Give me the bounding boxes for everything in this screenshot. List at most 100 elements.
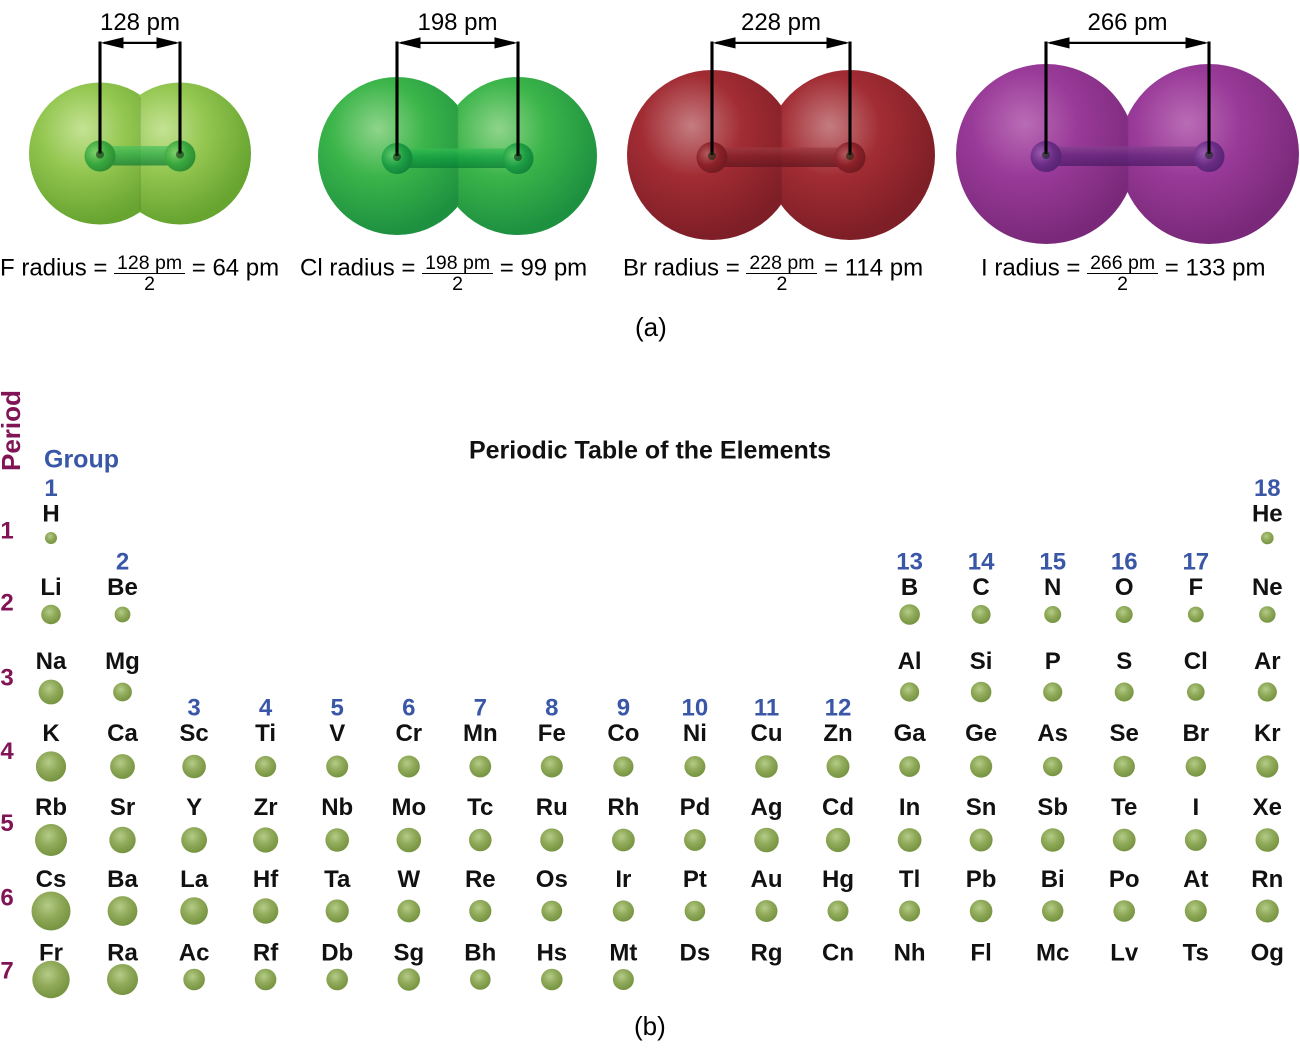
svg-text:In: In [899, 794, 920, 821]
svg-text:Nh: Nh [894, 940, 926, 967]
svg-text:266 pm: 266 pm [1087, 9, 1167, 36]
svg-text:Pt: Pt [683, 866, 707, 893]
svg-text:P: P [1045, 648, 1061, 675]
svg-text:Cn: Cn [822, 940, 854, 967]
svg-text:Cr: Cr [395, 720, 422, 747]
svg-text:Co: Co [607, 720, 639, 747]
svg-text:Og: Og [1251, 940, 1284, 967]
svg-text:Fe: Fe [538, 720, 566, 747]
svg-text:8: 8 [545, 695, 558, 722]
svg-text:N: N [1044, 574, 1061, 601]
svg-text:Cl: Cl [1184, 648, 1208, 675]
svg-text:4: 4 [259, 695, 273, 722]
svg-text:K: K [42, 720, 60, 747]
svg-text:13: 13 [896, 549, 923, 576]
svg-text:Au: Au [751, 866, 783, 893]
svg-text:Hg: Hg [822, 866, 854, 893]
svg-text:Rf: Rf [253, 940, 279, 967]
svg-text:Ba: Ba [107, 866, 138, 893]
svg-text:Ac: Ac [179, 940, 210, 967]
svg-text:128 pm: 128 pm [100, 9, 180, 36]
svg-text:H: H [42, 501, 59, 528]
svg-text:Sn: Sn [966, 794, 997, 821]
svg-text:Sr: Sr [110, 794, 135, 821]
svg-text:Cd: Cd [822, 794, 854, 821]
svg-text:Sg: Sg [393, 940, 424, 967]
svg-text:F: F [1188, 574, 1203, 601]
svg-text:Rn: Rn [1251, 866, 1283, 893]
svg-text:Y: Y [186, 794, 202, 821]
svg-text:Ga: Ga [894, 720, 927, 747]
svg-text:Sb: Sb [1037, 794, 1068, 821]
svg-text:Mc: Mc [1036, 940, 1069, 967]
svg-text:1: 1 [0, 518, 13, 545]
svg-text:V: V [329, 720, 345, 747]
svg-text:Db: Db [321, 940, 353, 967]
svg-text:6: 6 [402, 695, 415, 722]
svg-text:7: 7 [0, 958, 13, 985]
svg-text:4: 4 [0, 738, 14, 765]
svg-text:Ds: Ds [680, 940, 711, 967]
svg-text:He: He [1252, 501, 1283, 528]
svg-text:5: 5 [0, 810, 13, 837]
svg-text:10: 10 [682, 695, 709, 722]
svg-text:2: 2 [116, 549, 129, 576]
svg-text:Kr: Kr [1254, 720, 1281, 747]
svg-text:Pd: Pd [680, 794, 711, 821]
svg-text:Al: Al [898, 648, 922, 675]
svg-text:Ca: Ca [107, 720, 138, 747]
svg-text:Bi: Bi [1041, 866, 1065, 893]
svg-text:3: 3 [187, 695, 200, 722]
svg-text:Hs: Hs [536, 940, 567, 967]
svg-text:Bh: Bh [464, 940, 496, 967]
svg-text:La: La [180, 866, 209, 893]
svg-text:Po: Po [1109, 866, 1140, 893]
svg-text:Be: Be [107, 574, 138, 601]
svg-text:Ge: Ge [965, 720, 997, 747]
svg-text:Cs: Cs [36, 866, 67, 893]
svg-text:16: 16 [1111, 549, 1138, 576]
svg-text:6: 6 [0, 885, 13, 912]
svg-text:Pb: Pb [966, 866, 997, 893]
svg-text:Lv: Lv [1110, 940, 1139, 967]
svg-text:198 pm: 198 pm [417, 9, 497, 36]
svg-text:Fl: Fl [970, 940, 991, 967]
svg-text:Ra: Ra [107, 940, 138, 967]
svg-text:Periodic Table of the Elements: Periodic Table of the Elements [469, 437, 831, 465]
svg-text:C: C [972, 574, 989, 601]
svg-text:Mt: Mt [609, 940, 637, 967]
svg-text:Mo: Mo [391, 794, 426, 821]
svg-text:5: 5 [331, 695, 344, 722]
svg-text:18: 18 [1254, 475, 1281, 502]
svg-text:Xe: Xe [1253, 794, 1282, 821]
svg-text:Si: Si [970, 648, 993, 675]
svg-text:Rb: Rb [35, 794, 67, 821]
svg-text:Hf: Hf [253, 866, 279, 893]
svg-text:7: 7 [474, 695, 487, 722]
svg-text:9: 9 [617, 695, 630, 722]
svg-text:Mg: Mg [105, 648, 140, 675]
svg-text:Tl: Tl [899, 866, 920, 893]
svg-text:Os: Os [536, 866, 568, 893]
svg-text:15: 15 [1039, 549, 1066, 576]
svg-text:2: 2 [0, 590, 13, 617]
svg-text:Ni: Ni [683, 720, 707, 747]
svg-text:S: S [1116, 648, 1132, 675]
svg-text:Mn: Mn [463, 720, 498, 747]
svg-text:Group: Group [44, 446, 119, 474]
svg-text:Ta: Ta [324, 866, 351, 893]
svg-text:Period: Period [0, 390, 26, 471]
svg-text:Sc: Sc [179, 720, 208, 747]
svg-text:Re: Re [465, 866, 496, 893]
svg-text:Br: Br [1182, 720, 1209, 747]
svg-text:As: As [1037, 720, 1068, 747]
svg-text:228 pm: 228 pm [741, 9, 821, 36]
svg-text:At: At [1183, 866, 1208, 893]
svg-text:Rh: Rh [607, 794, 639, 821]
svg-text:B: B [901, 574, 918, 601]
svg-text:Rg: Rg [751, 940, 783, 967]
svg-text:Ti: Ti [255, 720, 276, 747]
svg-text:17: 17 [1182, 549, 1209, 576]
svg-text:Te: Te [1111, 794, 1137, 821]
svg-text:O: O [1115, 574, 1134, 601]
